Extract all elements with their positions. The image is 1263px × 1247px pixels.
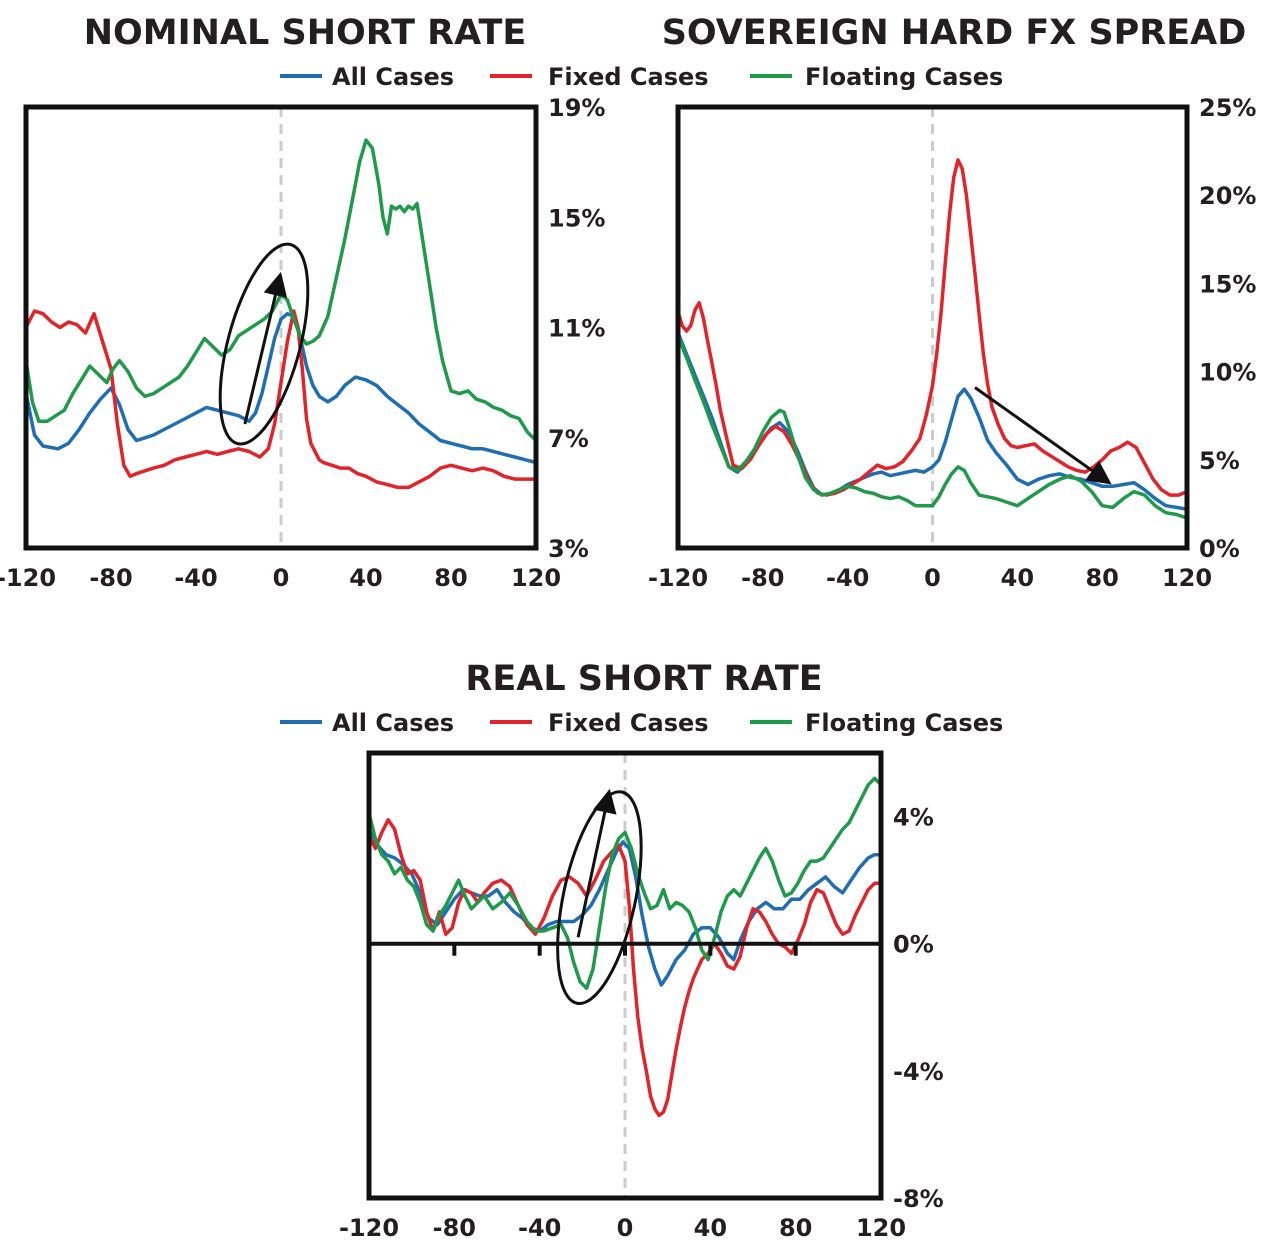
y-tick-label-sovereign: 0% (1199, 535, 1240, 563)
annotation-arrow-real (576, 788, 617, 938)
legend-top: All Cases Fixed Cases Floating Cases (280, 63, 1003, 91)
legend-label-all-bottom: All Cases (332, 709, 454, 737)
legend-label-all-top: All Cases (332, 63, 454, 91)
x-tick-label-nominal: 40 (349, 564, 382, 592)
x-tick-label-sovereign: -80 (741, 564, 784, 592)
chart-title-sovereign-hard-fx-spread: SOVEREIGN HARD FX SPREAD (662, 13, 1247, 53)
x-tick-label-nominal: 0 (273, 564, 290, 592)
y-tick-label-real: -8% (893, 1185, 944, 1213)
x-tick-label-real: -120 (339, 1214, 399, 1242)
series-line-fixed-nominal (26, 309, 536, 490)
x-tick-label-nominal: -80 (89, 564, 132, 592)
chart-title-real-short-rate: REAL SHORT RATE (465, 659, 822, 699)
chart-title-nominal-short-rate: NOMINAL SHORT RATE (84, 13, 527, 53)
x-tick-label-sovereign: -40 (826, 564, 869, 592)
real-short-rate-chart: -120 -80 -40 0 40 80 120-8% -4% 0% 4% (339, 750, 944, 1242)
x-tick-label-real: 120 (856, 1214, 906, 1242)
y-tick-label-nominal: 19% (548, 94, 605, 122)
x-tick-label-real: -80 (433, 1214, 476, 1242)
y-tick-label-real: -4% (893, 1058, 944, 1086)
x-tick-label-real: -40 (518, 1214, 561, 1242)
plot-frame-real (366, 750, 884, 1201)
x-tick-label-sovereign: 40 (1001, 564, 1034, 592)
legend-label-fixed-bottom: Fixed Cases (548, 709, 709, 737)
y-tick-label-sovereign: 25% (1199, 94, 1256, 122)
x-tick-label-sovereign: -120 (648, 564, 708, 592)
y-tick-label-nominal: 11% (548, 315, 605, 343)
y-tick-label-sovereign: 10% (1199, 359, 1256, 387)
annotation-ellipse-nominal (218, 242, 310, 446)
y-tick-label-sovereign: 15% (1199, 270, 1256, 298)
x-tick-label-sovereign: 0 (924, 564, 941, 592)
x-tick-label-sovereign: 120 (1162, 564, 1212, 592)
x-tick-label-nominal: 80 (434, 564, 467, 592)
y-tick-label-sovereign: 5% (1199, 447, 1240, 475)
series-line-floating-real (369, 776, 881, 990)
y-tick-label-sovereign: 20% (1199, 182, 1256, 210)
plot-frame-sovereign (675, 104, 1190, 551)
x-tick-label-real: 80 (779, 1214, 812, 1242)
series-line-all-nominal (26, 311, 536, 465)
plot-frame-nominal (23, 104, 539, 551)
y-tick-label-real: 0% (893, 931, 934, 959)
legend-label-fixed-top: Fixed Cases (548, 63, 709, 91)
x-tick-label-real: 0 (617, 1214, 634, 1242)
annotation-arrow-nominal (243, 271, 288, 425)
annotation-ellipse-real (556, 790, 643, 1006)
x-tick-label-nominal: -40 (174, 564, 217, 592)
y-tick-label-nominal: 7% (548, 425, 589, 453)
series-line-all-real (369, 828, 881, 987)
y-tick-label-real: 4% (893, 804, 934, 832)
series-line-fixed-real (369, 818, 881, 1118)
y-tick-label-nominal: 3% (548, 535, 589, 563)
legend-bottom: All Cases Fixed Cases Floating Cases (280, 709, 1003, 737)
y-tick-label-nominal: 15% (548, 204, 605, 232)
series-line-floating-sovereign (678, 335, 1187, 520)
x-tick-label-nominal: 120 (511, 564, 561, 592)
annotation-arrow-sovereign (974, 386, 1112, 485)
series-line-fixed-sovereign (678, 158, 1187, 497)
legend-label-floating-top: Floating Cases (805, 63, 1003, 91)
legend-label-floating-bottom: Floating Cases (805, 709, 1003, 737)
x-tick-label-sovereign: 80 (1085, 564, 1118, 592)
x-tick-label-nominal: -120 (0, 564, 56, 592)
x-tick-label-real: 40 (694, 1214, 727, 1242)
